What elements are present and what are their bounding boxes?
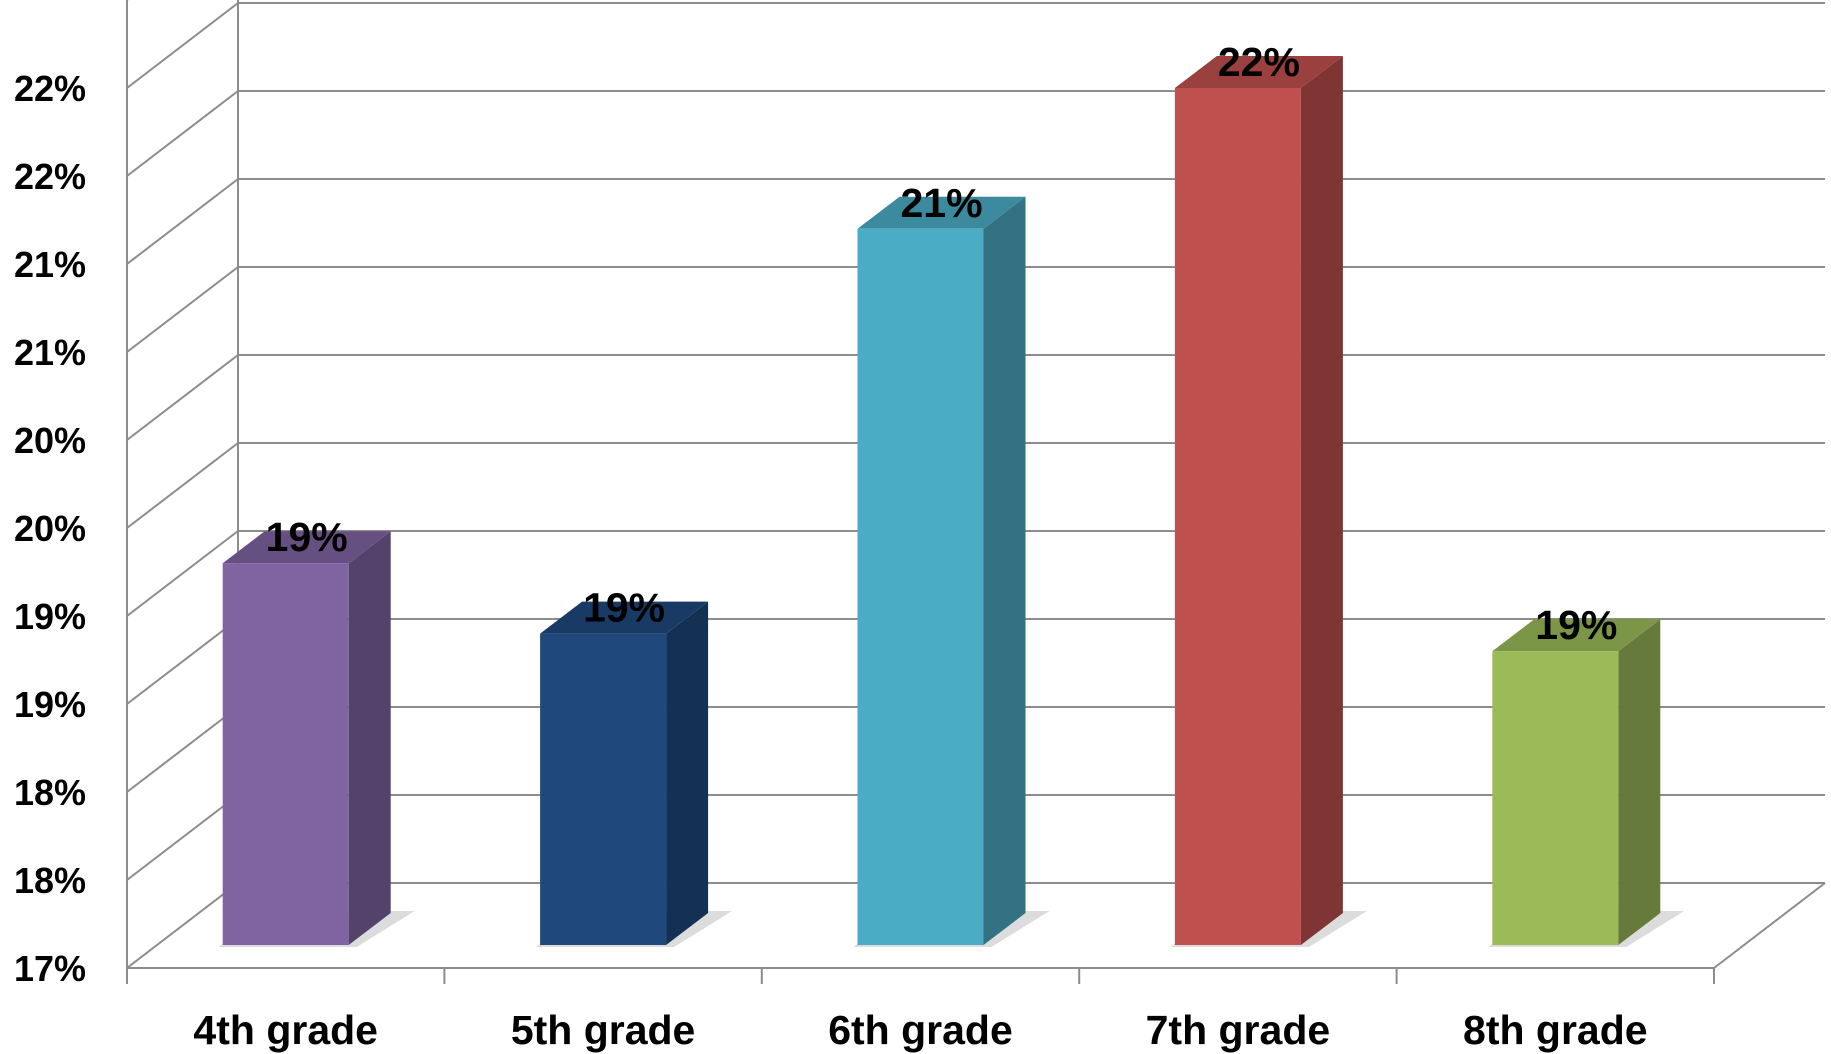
bar-front [1492, 651, 1619, 945]
y-tick-label: 22% [14, 68, 86, 109]
gridline-side [126, 442, 239, 529]
bar-top [1174, 56, 1343, 88]
x-axis-categories: 4th grade 5th grade 6th grade 7th grade 8th … [193, 1007, 1647, 1053]
bar-front [857, 228, 984, 946]
gridline-side [126, 266, 239, 353]
gridline-side [126, 618, 239, 705]
gridline-side [126, 90, 239, 177]
x-category-label: 4th grade [193, 1007, 378, 1053]
y-tick-label: 20% [14, 420, 86, 461]
bar-side [666, 601, 709, 945]
y-tick-label: 18% [14, 860, 86, 901]
x-category-label: 7th grade [1146, 1007, 1331, 1053]
y-tick-label: 19% [14, 684, 86, 725]
data-label: 19% [266, 514, 348, 560]
x-category-label: 8th grade [1463, 1007, 1648, 1053]
floor-right-edge [1713, 882, 1826, 969]
bar [1170, 56, 1367, 947]
bar-front [540, 633, 667, 945]
gridline-side [126, 794, 239, 881]
gridline-side [126, 530, 239, 617]
y-tick-label: 17% [14, 948, 86, 989]
gridline-side [126, 2, 239, 89]
y-tick-label: 19% [14, 596, 86, 637]
gridline-side [126, 882, 239, 969]
bar-top [857, 196, 1026, 229]
data-label: 19% [583, 585, 665, 631]
bar-top [1492, 619, 1661, 652]
y-tick-label: 22% [14, 156, 86, 197]
x-category-label: 5th grade [511, 1007, 696, 1053]
data-labels: 19% 19% 21% 22% 19% [266, 39, 1618, 648]
y-tick-label: 20% [14, 508, 86, 549]
data-label: 19% [1535, 602, 1617, 648]
gridline-side [126, 354, 239, 441]
bar-top [540, 601, 709, 634]
gridline-side [126, 706, 239, 793]
bar-side [983, 196, 1026, 946]
bar-front [1174, 88, 1301, 945]
y-tick-label: 18% [14, 772, 86, 813]
y-tick-label: 21% [14, 244, 86, 285]
data-label: 21% [900, 180, 982, 226]
bar-side [1300, 56, 1343, 945]
bar [853, 196, 1050, 947]
gridlines [126, 0, 1826, 984]
bar-top [222, 531, 391, 564]
data-label: 22% [1218, 39, 1300, 85]
bar [218, 531, 415, 947]
y-tick-label: 21% [14, 332, 86, 373]
bar-side [348, 531, 391, 945]
bar-front [222, 563, 349, 945]
x-category-label: 6th grade [828, 1007, 1013, 1053]
bar-side [1618, 619, 1661, 945]
bars [218, 56, 1685, 947]
bar [1488, 619, 1685, 947]
y-axis-ticks: 17% 18% 18% 19% 19% 20% 20% 21% 21% 22% 22% [14, 68, 86, 989]
bar [536, 601, 733, 947]
gridline-side [126, 178, 239, 265]
